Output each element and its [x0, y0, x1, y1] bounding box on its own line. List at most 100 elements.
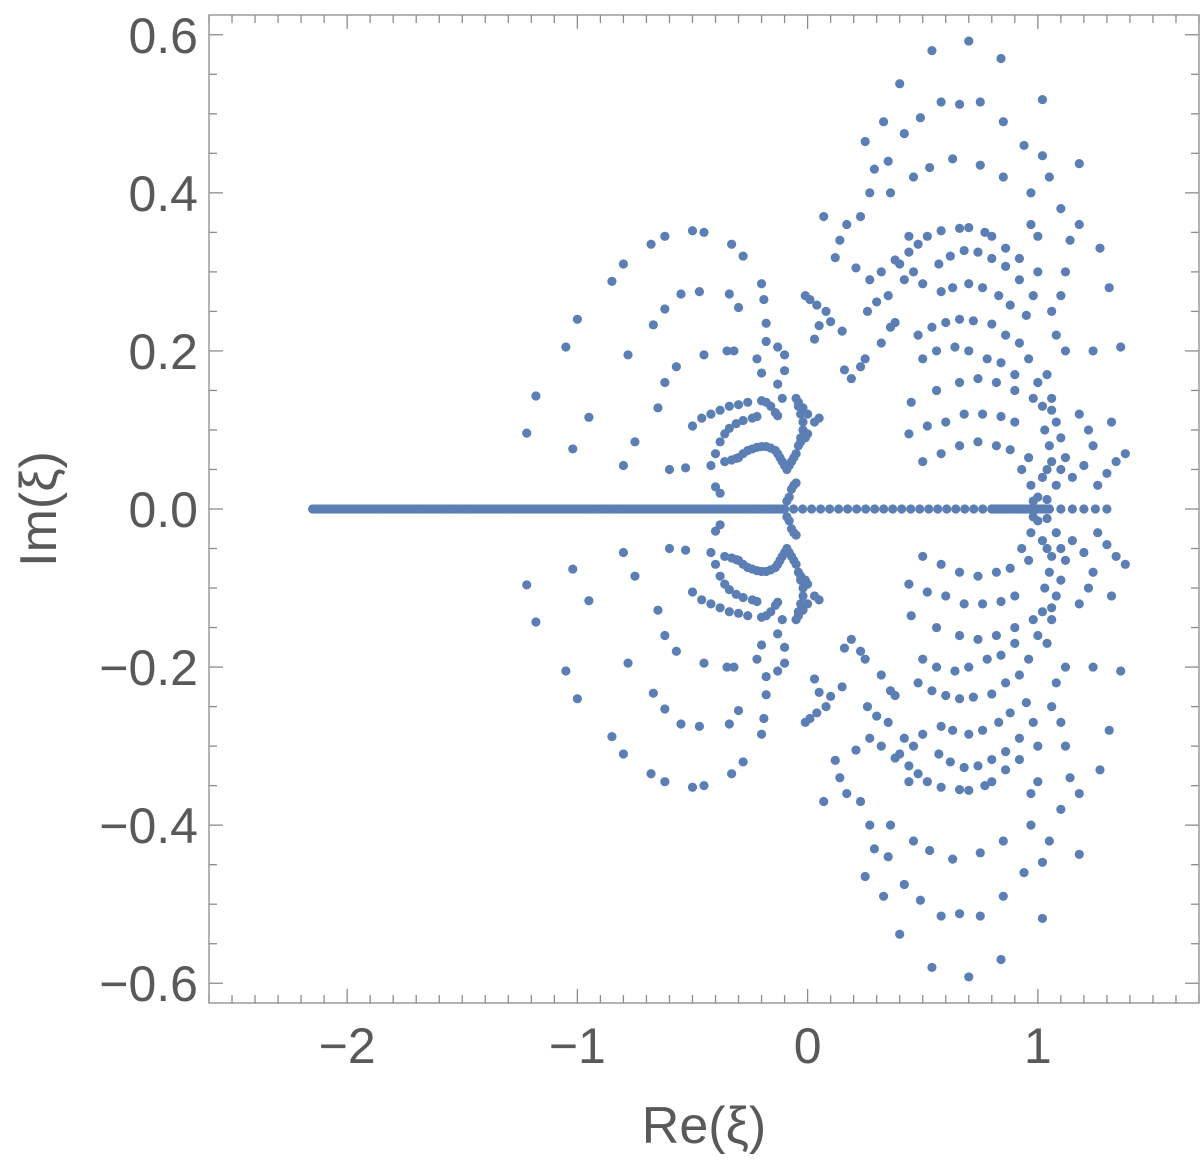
data-point — [998, 117, 1008, 127]
data-point — [1019, 140, 1029, 151]
data-point — [630, 571, 640, 581]
data-point — [752, 654, 762, 664]
data-point — [1044, 172, 1054, 182]
data-point — [954, 314, 965, 324]
data-point — [948, 725, 958, 735]
data-point — [1033, 377, 1043, 388]
data-point — [1095, 765, 1105, 775]
data-point — [1001, 678, 1011, 688]
data-point — [996, 650, 1006, 660]
data-point — [809, 674, 820, 684]
data-point — [922, 587, 932, 597]
data-point — [1037, 913, 1048, 924]
data-point — [1028, 290, 1038, 301]
data-point — [779, 366, 790, 376]
data-point — [954, 377, 965, 388]
data-point — [731, 419, 741, 429]
data-point — [954, 441, 965, 451]
data-point — [934, 749, 944, 759]
data-point — [1017, 543, 1027, 554]
data-point — [777, 615, 787, 625]
data-point — [885, 820, 896, 830]
data-point — [1044, 836, 1054, 846]
data-point — [991, 441, 1001, 451]
data-point — [876, 670, 886, 680]
data-point — [738, 757, 748, 767]
data-point — [715, 437, 725, 447]
data-point — [664, 464, 675, 475]
y-tick-label: −0.2 — [99, 640, 198, 696]
data-point — [941, 591, 951, 601]
data-point — [821, 306, 831, 316]
data-point — [964, 662, 974, 672]
data-point — [931, 385, 942, 396]
data-point — [865, 188, 875, 198]
data-point — [816, 504, 826, 514]
data-point — [1095, 243, 1105, 253]
data-point — [918, 354, 928, 364]
data-point — [752, 411, 762, 422]
data-point — [948, 854, 958, 864]
data-point — [1010, 417, 1020, 427]
y-axis-title: Im(ξ) — [10, 451, 68, 567]
y-tick-label: −0.6 — [99, 956, 198, 1012]
data-point — [987, 319, 997, 329]
data-point — [630, 437, 640, 447]
data-point — [568, 444, 578, 454]
data-point — [694, 287, 704, 297]
data-point — [908, 836, 919, 846]
data-point — [975, 97, 985, 107]
data-point — [729, 662, 739, 672]
data-point — [1014, 733, 1025, 743]
data-point — [1040, 425, 1050, 435]
data-point — [1001, 747, 1011, 757]
data-point — [964, 279, 974, 289]
data-point — [987, 754, 997, 765]
data-point — [1051, 591, 1061, 601]
data-point — [842, 788, 852, 799]
data-point — [931, 346, 942, 356]
data-point — [996, 954, 1006, 965]
data-point — [798, 605, 808, 615]
data-point — [862, 306, 873, 316]
data-point — [1042, 638, 1052, 648]
data-point — [987, 231, 997, 241]
data-point — [846, 373, 856, 384]
data-point — [1074, 219, 1084, 230]
data-point — [888, 504, 898, 514]
data-point — [715, 520, 725, 530]
data-point — [865, 275, 875, 285]
data-point — [791, 530, 801, 540]
data-point — [922, 421, 932, 431]
data-point — [994, 717, 1004, 728]
data-point — [1056, 204, 1066, 214]
data-point — [715, 488, 725, 498]
x-axis-title: Re(ξ) — [642, 1097, 766, 1155]
data-point — [879, 504, 889, 514]
data-point — [1079, 547, 1089, 558]
data-point — [803, 409, 813, 419]
data-point — [837, 682, 847, 692]
data-point — [1001, 243, 1011, 253]
data-point — [710, 526, 721, 536]
data-point — [852, 504, 862, 514]
data-point — [994, 290, 1004, 301]
data-point — [660, 304, 670, 314]
data-point — [1024, 555, 1034, 565]
data-point — [977, 725, 988, 735]
data-point — [1056, 543, 1066, 554]
data-point — [623, 658, 633, 668]
data-point — [931, 622, 942, 633]
data-point — [973, 571, 983, 581]
data-point — [998, 836, 1008, 846]
data-point — [1116, 342, 1126, 352]
data-point — [954, 630, 965, 641]
x-tick-label: −2 — [319, 1018, 376, 1074]
data-point — [1014, 754, 1025, 765]
data-point — [756, 729, 767, 739]
data-point — [969, 504, 979, 514]
data-point — [782, 512, 792, 522]
data-point — [797, 504, 808, 514]
data-point — [975, 848, 985, 858]
data-point — [722, 662, 732, 672]
